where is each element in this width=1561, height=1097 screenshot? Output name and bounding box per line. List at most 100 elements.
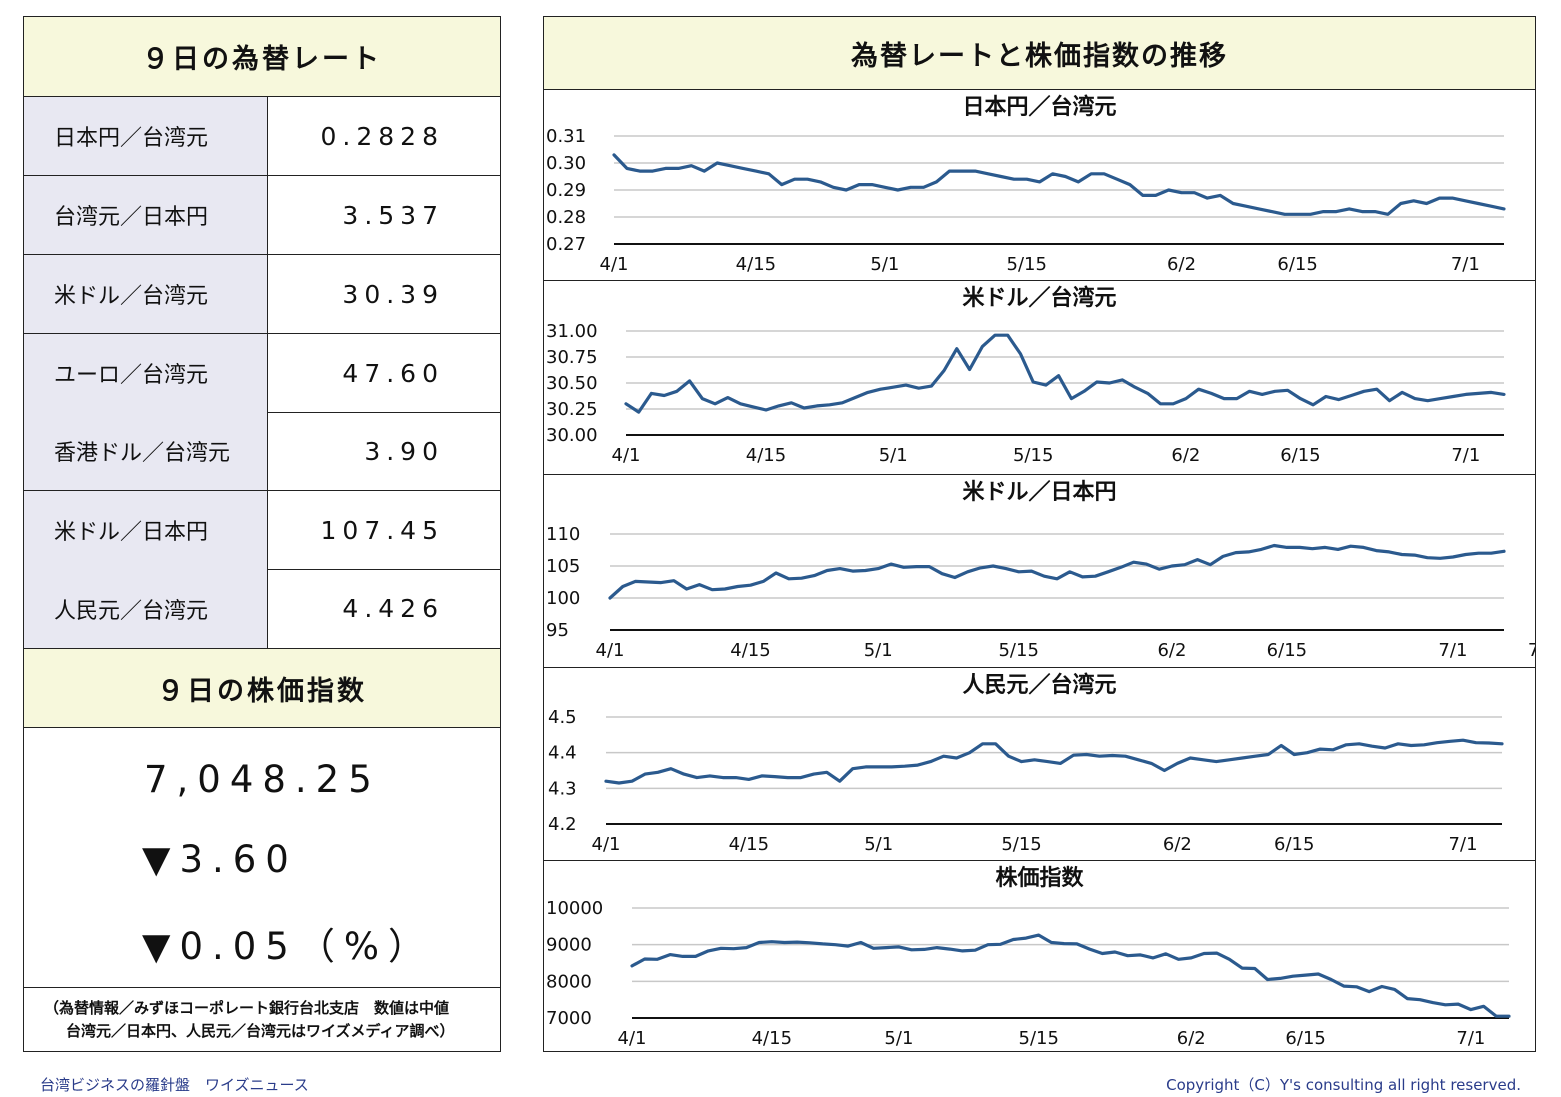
fx-row-cny-twd: 人民元／台湾元 4.426 <box>24 569 500 648</box>
chart-title: 人民元／台湾元 <box>962 672 1116 698</box>
fx-row-jpy-twd: 日本円／台湾元 0.2828 <box>24 97 500 176</box>
chart-title: 米ドル／台湾元 <box>962 285 1116 311</box>
chart-title: 日本円／台湾元 <box>962 94 1116 120</box>
y-tick-label: 95 <box>546 620 569 641</box>
y-tick-label: 0.31 <box>546 126 586 147</box>
x-tick-label: 5/15 <box>1019 1028 1059 1049</box>
series-line <box>612 153 1506 216</box>
y-tick-label: 7000 <box>546 1008 592 1029</box>
x-tick-label: 6/2 <box>1171 445 1200 466</box>
fx-row-label: 人民元／台湾元 <box>24 569 268 648</box>
y-tick-label: 4.2 <box>548 814 577 835</box>
fx-row-label: 米ドル／日本円 <box>24 491 268 569</box>
fx-panel-title: ９日の為替レート <box>24 17 500 97</box>
fx-row-twd-jpy: 台湾元／日本円 3.537 <box>24 176 500 255</box>
stock-index-change-pct: ▼0.05（%） <box>142 925 434 968</box>
fx-rate-panel: ９日の為替レート 日本円／台湾元 0.2828 台湾元／日本円 3.537 米ド… <box>23 16 501 1052</box>
y-tick-label: 4.5 <box>548 707 577 728</box>
y-tick-label: 30.50 <box>546 373 598 394</box>
fx-row-usd-twd: 米ドル／台湾元 30.39 <box>24 255 500 334</box>
x-tick-label: 4/1 <box>618 1028 647 1049</box>
y-tick-label: 0.29 <box>546 180 586 201</box>
x-tick-label: 4/1 <box>600 254 629 275</box>
fx-row-value: 47.60 <box>342 358 444 388</box>
stock-index-value: 7,048.25 <box>144 758 381 801</box>
x-tick-label: 7/1 <box>1451 445 1480 466</box>
y-tick-label: 8000 <box>546 971 592 992</box>
y-tick-label: 30.00 <box>546 425 598 446</box>
fx-row-value: 30.39 <box>342 279 444 309</box>
y-tick-label: 9000 <box>546 935 592 956</box>
x-tick-label: 5/15 <box>1013 445 1053 466</box>
chart-title: 米ドル／日本円 <box>962 480 1116 505</box>
chart-usd-jpy: 米ドル／日本円 95 100 105 110 4/1 4/15 5/1 5/15 6/2 6/15 7… <box>544 475 1535 668</box>
x-tick-label: 4/1 <box>592 834 621 855</box>
x-tick-label: 6/2 <box>1177 1028 1206 1049</box>
y-tick-label: 0.27 <box>546 234 586 255</box>
chart-svg: 米ドル／台湾元 30.00 30.25 30.50 30.75 31.00 4/1 4/15 5… <box>546 285 1506 466</box>
y-tick-label: 10000 <box>546 898 603 919</box>
x-tick-label: 6/2 <box>1167 254 1196 275</box>
x-tick-label: 7/9 <box>1528 640 1535 661</box>
x-tick-label: 5/1 <box>870 254 899 275</box>
y-tick-label: 105 <box>546 556 580 577</box>
fx-row-label: ユーロ／台湾元 <box>24 334 268 412</box>
fx-row-label: 米ドル／台湾元 <box>24 255 268 333</box>
source-note-line1: （為替情報／みずほコーポレート銀行台北支店 数値は中値 <box>44 999 450 1017</box>
x-tick-label: 7/1 <box>1438 640 1467 661</box>
x-tick-label: 6/15 <box>1267 640 1307 661</box>
fx-row-eur-twd: ユーロ／台湾元 47.60 <box>24 334 500 413</box>
charts-panel: 為替レートと株価指数の推移 日本円／台湾元 0.27 0.28 0.29 0.30 0.3… <box>543 16 1536 1052</box>
y-tick-label: 100 <box>546 588 580 609</box>
chart-svg: 米ドル／日本円 95 100 105 110 4/1 4/15 5/1 5/15 6/2 6/15 7… <box>546 480 1535 661</box>
x-tick-label: 6/15 <box>1274 834 1314 855</box>
series-line <box>608 543 1506 600</box>
stock-panel-title: ９日の株価指数 <box>24 648 500 728</box>
x-tick-label: 6/2 <box>1163 834 1192 855</box>
source-note-line2: 台湾元／日本円、人民元／台湾元はワイズメディア調べ） <box>66 1022 455 1040</box>
x-tick-label: 7/1 <box>1456 1028 1485 1049</box>
chart-svg: 日本円／台湾元 0.27 0.28 0.29 0.30 0.31 4/1 4/15 5/1 5/1… <box>546 94 1506 275</box>
x-tick-label: 4/15 <box>746 445 786 466</box>
fx-row-value: 4.426 <box>342 594 444 623</box>
fx-row-label: 日本円／台湾元 <box>24 97 268 175</box>
fx-row-value: 3.90 <box>364 436 444 466</box>
x-tick-label: 5/1 <box>884 1028 913 1049</box>
x-tick-label: 4/15 <box>729 834 769 855</box>
chart-svg: 株価指数 7000 8000 9000 10000 4/1 4/15 5/1 5/15 6/2 6/… <box>546 865 1511 1049</box>
fx-row-value: 107.45 <box>320 515 444 545</box>
stock-index-change: ▼3.60 <box>142 838 298 881</box>
y-tick-label: 0.30 <box>546 153 586 174</box>
y-tick-label: 0.28 <box>546 207 586 228</box>
chart-title: 株価指数 <box>995 865 1084 891</box>
source-note: （為替情報／みずほコーポレート銀行台北支店 数値は中値 台湾元／日本円、人民元／… <box>24 987 500 1052</box>
x-tick-label: 5/15 <box>1007 254 1047 275</box>
y-tick-label: 4.4 <box>548 743 577 764</box>
fx-row-value: 0.2828 <box>320 121 444 151</box>
y-tick-label: 30.25 <box>546 399 598 420</box>
y-tick-label: 4.3 <box>548 778 577 799</box>
x-tick-label: 5/1 <box>864 834 893 855</box>
y-tick-label: 31.00 <box>546 321 598 342</box>
x-tick-label: 5/15 <box>1001 834 1041 855</box>
series-line <box>604 738 1504 785</box>
x-tick-label: 4/15 <box>730 640 770 661</box>
fx-row-label: 香港ドル／台湾元 <box>24 412 268 490</box>
x-tick-label: 7/1 <box>1449 834 1478 855</box>
chart-cny-twd: 人民元／台湾元 4.2 4.3 4.4 4.5 4/1 4/15 5/1 5/15 6/2 6/15… <box>544 668 1535 861</box>
x-tick-label: 6/15 <box>1277 254 1317 275</box>
charts-panel-title: 為替レートと株価指数の推移 <box>544 17 1535 90</box>
x-tick-label: 4/15 <box>752 1028 792 1049</box>
chart-jpy-twd: 日本円／台湾元 0.27 0.28 0.29 0.30 0.31 4/1 4/15 5/1 5/1… <box>544 90 1535 281</box>
fx-row-hkd-twd: 香港ドル／台湾元 3.90 <box>24 412 500 491</box>
x-tick-label: 6/15 <box>1285 1028 1325 1049</box>
series-line <box>624 333 1506 414</box>
x-tick-label: 4/15 <box>736 254 776 275</box>
x-tick-label: 6/2 <box>1157 640 1186 661</box>
x-tick-label: 4/1 <box>612 445 641 466</box>
x-tick-label: 5/15 <box>998 640 1038 661</box>
x-tick-label: 4/1 <box>596 640 625 661</box>
chart-svg: 人民元／台湾元 4.2 4.3 4.4 4.5 4/1 4/15 5/1 5/15 6/2 6/15… <box>548 672 1504 855</box>
fx-row-value: 3.537 <box>342 200 444 230</box>
fx-row-usd-jpy: 米ドル／日本円 107.45 <box>24 491 500 570</box>
